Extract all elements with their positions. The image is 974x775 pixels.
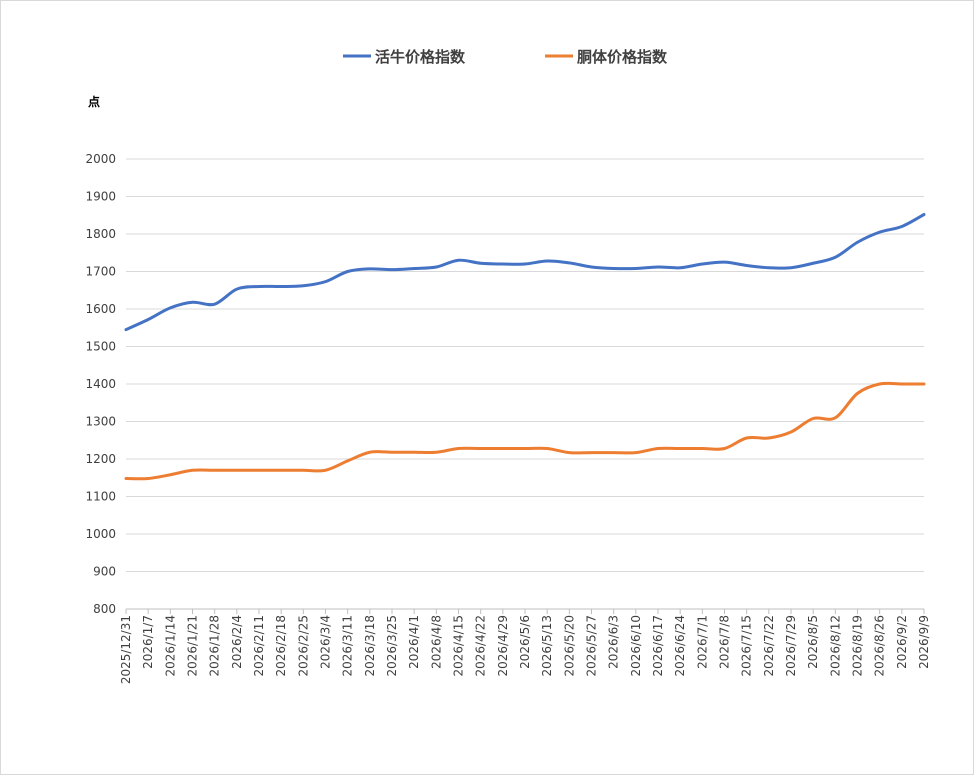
series-line-1 xyxy=(124,381,926,481)
y-tick-label: 1700 xyxy=(85,265,116,279)
x-tick-label: 2026/2/25 xyxy=(296,615,310,677)
y-tick-label: 1000 xyxy=(85,527,116,541)
x-tick-label: 2026/7/29 xyxy=(784,615,798,677)
x-tick-label: 2026/6/17 xyxy=(651,615,665,677)
y-tick-labels: 800 900 1000 1100 1200 1300 1400 1500 1600 1700 18… xyxy=(85,152,116,616)
legend-label-0: 活牛价格指数 xyxy=(375,48,466,66)
y-tick-label: 1500 xyxy=(85,340,116,354)
y-tick-label: 1400 xyxy=(85,377,116,391)
x-tick-label: 2026/4/1 xyxy=(407,615,421,669)
x-tick-label: 2026/7/1 xyxy=(695,615,709,669)
x-tick-labels: 2025/12/31 2026/1/7 2026/1/14 2026/1/21 2026… xyxy=(119,615,931,684)
x-tick-label: 2026/1/21 xyxy=(186,615,200,677)
y-tick-label: 1100 xyxy=(85,490,116,504)
x-tick-label: 2026/5/13 xyxy=(540,615,554,677)
y-tick-label: 1600 xyxy=(85,302,116,316)
y-tick-label: 1300 xyxy=(85,415,116,429)
legend: 活牛价格指数 胴体价格指数 xyxy=(343,48,668,66)
x-tick-label: 2026/1/28 xyxy=(208,615,222,677)
x-tick-label: 2026/2/11 xyxy=(252,615,266,677)
x-tick-label: 2026/8/26 xyxy=(873,615,887,677)
gridlines xyxy=(126,158,924,572)
x-tick-label: 2026/8/12 xyxy=(828,615,842,677)
x-tick-label: 2026/3/18 xyxy=(363,615,377,677)
x-tick-label: 2026/1/14 xyxy=(163,615,177,677)
y-tick-label: 1800 xyxy=(85,227,116,241)
x-tick-label: 2026/4/15 xyxy=(452,615,466,677)
x-tick-label: 2026/5/20 xyxy=(562,615,576,677)
x-tick-label: 2026/7/15 xyxy=(740,615,754,677)
x-tick-label: 2026/8/5 xyxy=(806,615,820,669)
x-tick-label: 2026/7/22 xyxy=(762,615,776,677)
x-tick-label: 2026/3/4 xyxy=(319,615,333,669)
series-line-0 xyxy=(124,213,926,332)
series-lines xyxy=(124,213,926,481)
y-tick-label: 1900 xyxy=(85,190,116,204)
x-tick-label: 2026/6/10 xyxy=(629,615,643,677)
x-tick-label: 2026/5/6 xyxy=(518,615,532,669)
x-tick-label: 2026/3/11 xyxy=(341,615,355,677)
y-tick-label: 800 xyxy=(93,602,116,616)
x-tick-label: 2026/6/3 xyxy=(607,615,621,669)
y-tick-label: 900 xyxy=(93,565,116,579)
x-tick-label: 2026/7/8 xyxy=(718,615,732,669)
x-tick-label: 2026/8/19 xyxy=(851,615,865,677)
x-tick-label: 2026/5/27 xyxy=(585,615,599,677)
x-tick-label: 2026/1/7 xyxy=(141,615,155,669)
x-tick-label: 2026/3/25 xyxy=(385,615,399,677)
y-tick-label: 2000 xyxy=(85,152,116,166)
x-tick-label: 2026/4/29 xyxy=(496,615,510,677)
x-tick-label: 2026/2/4 xyxy=(230,615,244,669)
x-tick-label: 2025/12/31 xyxy=(119,615,133,684)
y-tick-label: 1200 xyxy=(85,452,116,466)
x-tick-label: 2026/9/9 xyxy=(917,615,931,669)
legend-label-1: 胴体价格指数 xyxy=(577,48,668,66)
x-tick-label: 2026/9/2 xyxy=(895,615,909,669)
axes xyxy=(125,608,925,614)
x-tick-label: 2026/6/24 xyxy=(673,615,687,677)
x-tick-label: 2026/4/8 xyxy=(429,615,443,669)
y-axis-unit-label: 点 xyxy=(88,94,100,109)
x-tick-label: 2026/2/18 xyxy=(274,615,288,677)
x-tick-label: 2026/4/22 xyxy=(474,615,488,677)
